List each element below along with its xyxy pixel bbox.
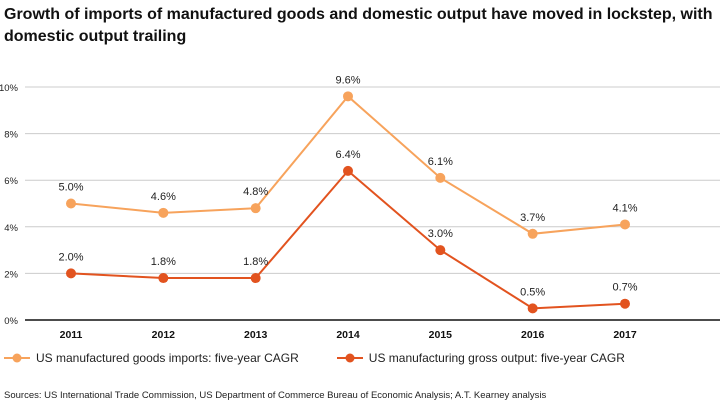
data-point	[250, 203, 261, 214]
data-point	[66, 198, 76, 209]
data-label: 0.7%	[612, 282, 637, 294]
legend-item-imports: US manufactured goods imports: five-year…	[4, 351, 299, 365]
data-label: 3.0%	[428, 228, 453, 240]
x-tick-label: 2015	[429, 329, 453, 341]
data-point	[435, 245, 446, 256]
data-point	[435, 172, 446, 183]
data-label: 0.5%	[520, 286, 545, 298]
x-tick-label: 2017	[613, 329, 637, 341]
source-note: Sources: US International Trade Commissi…	[4, 390, 547, 401]
data-label: 1.8%	[151, 256, 176, 268]
data-label: 2.0%	[58, 251, 83, 263]
data-label: 3.7%	[520, 212, 545, 224]
y-tick-label: 0%	[4, 316, 18, 327]
y-tick-label: 8%	[4, 130, 18, 141]
data-label: 4.1%	[612, 202, 637, 214]
x-tick-label: 2012	[152, 329, 176, 341]
legend: US manufactured goods imports: five-year…	[4, 351, 625, 365]
data-point	[343, 91, 353, 102]
chart-title: Growth of imports of manufactured goods …	[4, 6, 713, 45]
data-label: 4.6%	[151, 191, 176, 203]
data-label: 9.6%	[335, 74, 360, 86]
y-tick-label: 10%	[0, 83, 19, 94]
legend-item-output: US manufacturing gross output: five-year…	[336, 351, 625, 365]
data-point	[620, 298, 630, 309]
y-tick-label: 6%	[4, 176, 18, 187]
data-label: 4.8%	[243, 186, 268, 198]
data-point	[158, 207, 169, 218]
y-tick-label: 4%	[4, 223, 18, 234]
x-tick-label: 2013	[244, 329, 268, 341]
data-point	[158, 273, 169, 284]
data-label: 6.4%	[335, 149, 360, 161]
x-tick-label: 2016	[521, 329, 545, 341]
y-tick-label: 2%	[4, 269, 18, 280]
data-label: 6.1%	[428, 156, 453, 168]
data-point	[343, 165, 353, 176]
legend-label: US manufacturing gross output: five-year…	[368, 351, 625, 365]
data-point	[66, 268, 76, 279]
data-point	[527, 303, 538, 314]
data-label: 1.8%	[243, 256, 268, 268]
x-tick-label: 2014	[336, 329, 360, 341]
legend-marker-imports	[4, 353, 30, 363]
x-tick-label: 2011	[60, 329, 83, 341]
data-point	[527, 228, 538, 239]
data-point	[620, 219, 630, 230]
legend-marker-output	[336, 353, 363, 363]
legend-label: US manufactured goods imports: five-year…	[36, 351, 299, 365]
data-label: 5.0%	[58, 182, 83, 194]
data-point	[250, 273, 261, 284]
